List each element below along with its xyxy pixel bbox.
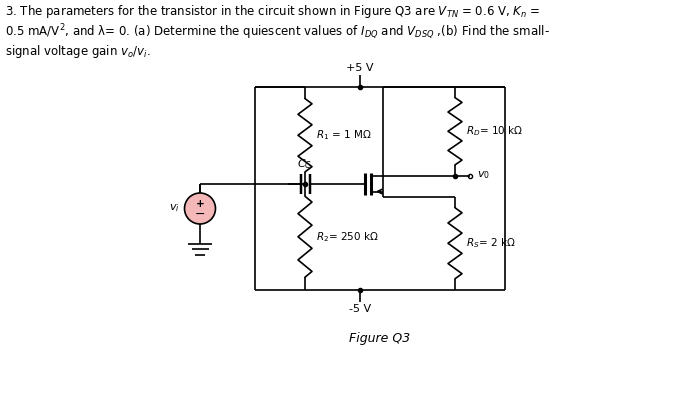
Text: +5 V: +5 V — [346, 63, 374, 73]
Text: $v_0$: $v_0$ — [477, 169, 490, 181]
Text: $R_S$= 2 kΩ: $R_S$= 2 kΩ — [466, 236, 516, 250]
Text: 0.5 mA/V$^2$, and λ= 0. (a) Determine the quiescent values of $I_{DQ}$ and $V_{D: 0.5 mA/V$^2$, and λ= 0. (a) Determine th… — [5, 23, 550, 42]
Text: $v_i$: $v_i$ — [169, 203, 180, 214]
Text: −: − — [195, 207, 205, 220]
Circle shape — [184, 193, 216, 224]
Text: Figure Q3: Figure Q3 — [349, 332, 411, 345]
Text: $R_D$= 10 kΩ: $R_D$= 10 kΩ — [466, 124, 523, 138]
Text: $R_2$= 250 kΩ: $R_2$= 250 kΩ — [316, 230, 378, 244]
Text: -5 V: -5 V — [349, 304, 371, 314]
Text: $C_C$: $C_C$ — [297, 157, 313, 171]
Text: signal voltage gain $v_o$/$v_i$.: signal voltage gain $v_o$/$v_i$. — [5, 43, 150, 60]
Text: +: + — [195, 199, 204, 209]
Text: $R_1$ = 1 MΩ: $R_1$ = 1 MΩ — [316, 128, 371, 142]
Text: 3. The parameters for the transistor in the circuit shown in Figure Q3 are $V_{T: 3. The parameters for the transistor in … — [5, 3, 541, 20]
